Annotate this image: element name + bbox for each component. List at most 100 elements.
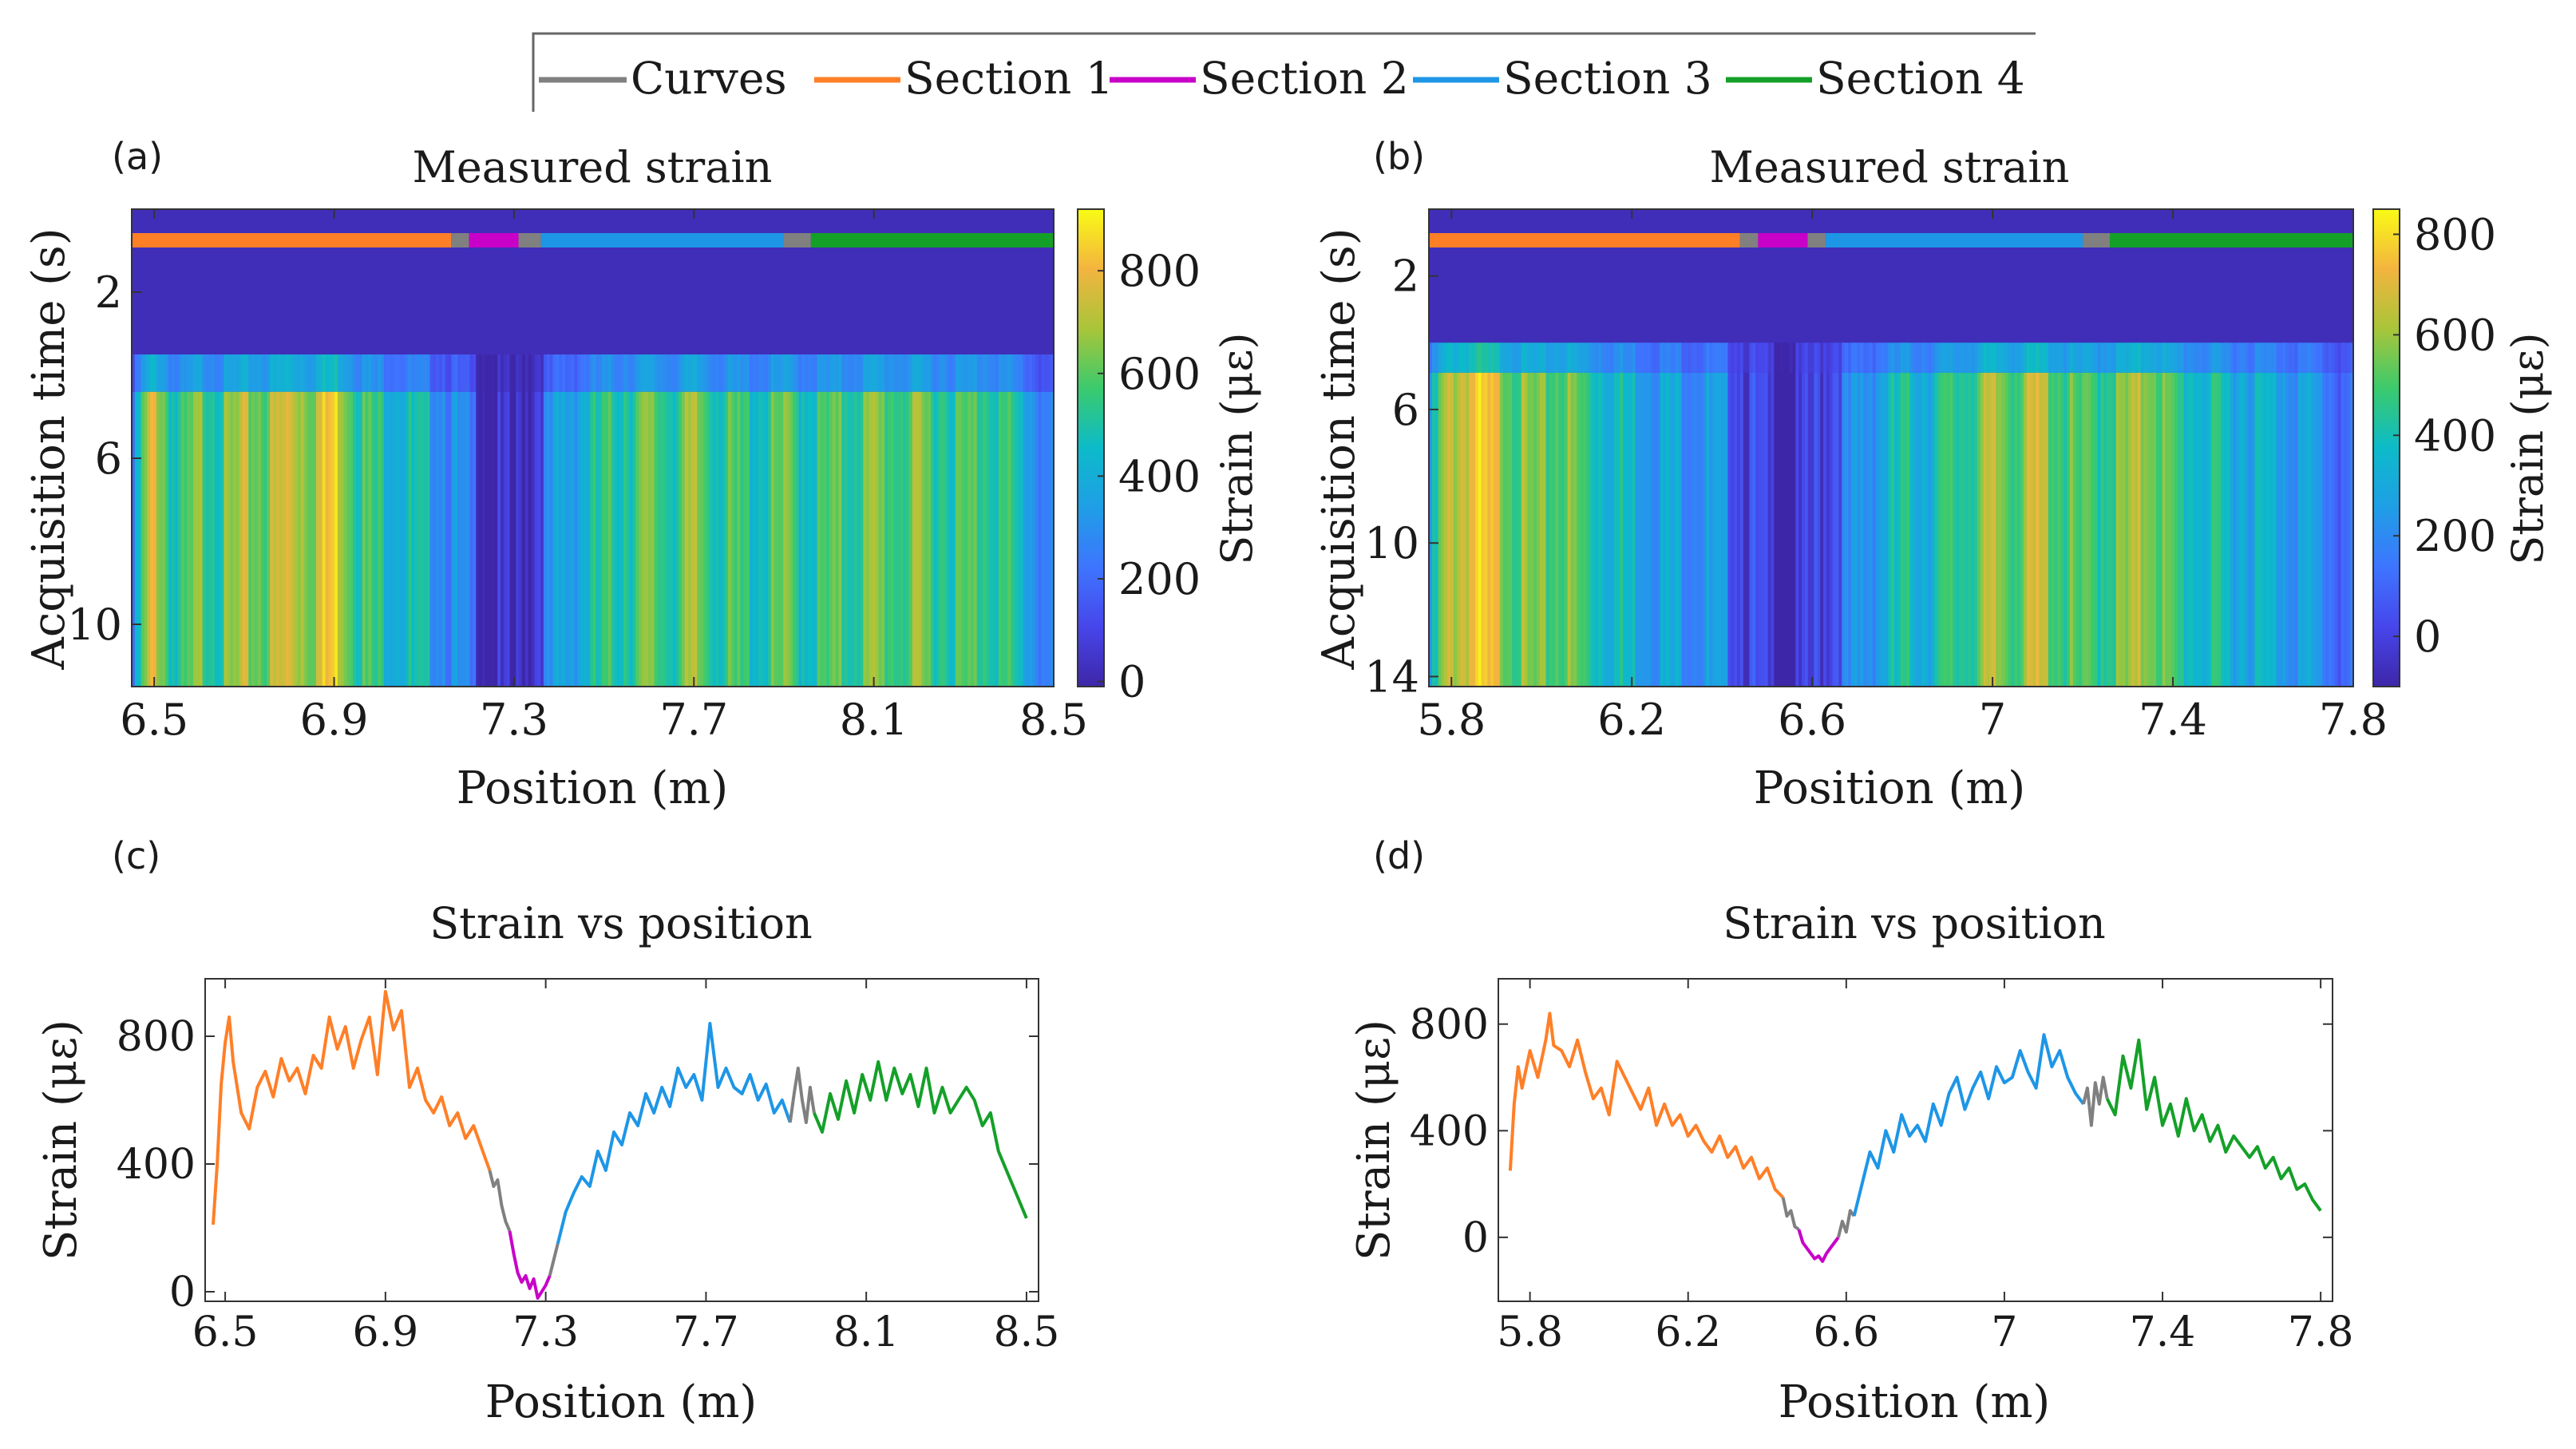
heatmap-b-ramp	[2254, 342, 2258, 373]
heatmap-b-column	[1774, 372, 1778, 687]
heatmap-b-column	[1965, 372, 1969, 687]
heatmap-b-ramp	[1983, 342, 1988, 373]
heatmap-b-ramp	[1561, 342, 1565, 373]
heatmap-b-ramp	[1792, 342, 1796, 373]
heatmap-a-ramp	[255, 354, 259, 392]
heatmap-b-column	[1731, 372, 1735, 687]
heatmap-a-ramp	[679, 354, 683, 392]
heatmap-b-ramp	[1512, 342, 1516, 373]
heatmap-b-ramp	[2273, 342, 2277, 373]
heatmap-b-column	[1845, 372, 1849, 687]
heatmap-b-ramp	[1592, 342, 1597, 373]
heatmap-b-column	[1918, 372, 1923, 687]
heatmap-b-ramp	[1888, 342, 1892, 373]
heatmap-a-ramp	[568, 354, 572, 392]
heatmap-a-column	[903, 391, 907, 687]
heatmap-a-column	[390, 391, 394, 687]
heatmap-a-column	[208, 391, 212, 687]
heatmap-a-ramp	[509, 354, 513, 392]
heatmap-b-ramp	[1494, 342, 1498, 373]
heatmap-b-ramp	[2193, 342, 2197, 373]
heatmap-a-ramp	[909, 354, 913, 392]
heatmap-a-column	[900, 391, 904, 687]
heatmap-a-ramp	[528, 354, 532, 392]
heatmap-a-column	[685, 391, 689, 687]
heatmap-b-column	[1521, 372, 1525, 687]
heatmap-b-column	[2008, 372, 2012, 687]
heatmap-a-column	[586, 391, 591, 687]
heatmap-a-column	[476, 391, 480, 687]
heatmap-a-column	[614, 391, 618, 687]
heatmap-a-ramp	[813, 354, 818, 392]
heatmap-b-column	[1795, 372, 1799, 687]
heatmap-a-column	[749, 391, 754, 687]
heatmap-a-column	[371, 391, 375, 687]
heatmap-a-column	[574, 391, 578, 687]
heatmap-a-ramp	[703, 354, 707, 392]
heatmap-b-column	[1635, 372, 1640, 687]
heatmap-b-ramp	[2091, 342, 2095, 373]
heatmap-b-ramp	[1595, 342, 1599, 373]
heatmap-b-column	[1915, 372, 1920, 687]
heatmap-b-ramp	[2036, 342, 2040, 373]
heatmap-b-ramp	[1826, 342, 1830, 373]
heatmap-b-column	[1755, 372, 1759, 687]
heatmap-a-ramp	[632, 354, 636, 392]
heatmap-b-ramp	[1913, 342, 1917, 373]
heatmap-b-column	[1447, 372, 1451, 687]
heatmap-a-ramp	[574, 354, 578, 392]
heatmap-a-ramp	[687, 354, 692, 392]
heatmap-b-column	[1869, 372, 1874, 687]
heatmap-a-column	[848, 391, 852, 687]
heatmap-a-column	[829, 391, 833, 687]
heatmap-b-ramp	[2341, 342, 2345, 373]
plot-c-x-tick-label: 8.1	[833, 1308, 900, 1356]
heatmap-b-ramp	[2350, 342, 2353, 373]
heatmap-a-column	[334, 391, 338, 687]
heatmap-a-column	[798, 391, 802, 687]
heatmap-b-column	[2319, 372, 2323, 687]
heatmap-a-ramp	[378, 354, 382, 392]
heatmap-a-column	[168, 391, 172, 687]
heatmap-a-column	[152, 391, 157, 687]
colorbar-a-tick-label: 600	[1118, 349, 1201, 399]
colorbar-a-tick-label: 200	[1118, 554, 1201, 604]
heatmap-a-ramp	[217, 354, 222, 392]
heatmap-b-ramp	[2236, 342, 2240, 373]
heatmap-a-ramp	[961, 354, 965, 392]
heatmap-a-ramp	[313, 354, 317, 392]
section-bar-a-segment	[469, 233, 519, 247]
heatmap-a-ramp	[393, 354, 397, 392]
heatmap-a-column	[460, 391, 465, 687]
heatmap-a-column	[1051, 391, 1054, 687]
heatmap-a-column	[946, 391, 950, 687]
heatmap-a-column	[995, 391, 999, 687]
heatmap-a-column	[860, 391, 864, 687]
heatmap-a-ramp	[823, 354, 827, 392]
heatmap-b-ramp	[1903, 342, 1907, 373]
heatmap-b-column	[2112, 372, 2117, 687]
heatmap-b-column	[1767, 372, 1772, 687]
heatmap-a-ramp	[451, 354, 455, 392]
heatmap-b-column	[2045, 372, 2049, 687]
heatmap-a-column	[263, 391, 267, 687]
heatmap-b-ramp	[1965, 342, 1969, 373]
heatmap-a-column	[212, 391, 216, 687]
heatmap-b-column	[1937, 372, 1941, 687]
plot-c-series-section-3	[556, 1022, 792, 1245]
heatmap-b-ramp	[1737, 342, 1741, 373]
heatmap-b-ramp	[1918, 342, 1923, 373]
heatmap-a-ramp	[1038, 354, 1043, 392]
heatmap-b-column	[1555, 372, 1559, 687]
heatmap-b-ramp	[2171, 342, 2175, 373]
heatmap-b-column	[1913, 372, 1917, 687]
heatmap-b-ramp	[1893, 342, 1898, 373]
heatmap-a-ramp	[737, 354, 741, 392]
heatmap-b-ramp	[2067, 342, 2071, 373]
heatmap-b-x-tick-label: 6.6	[1778, 695, 1846, 745]
heatmap-b-column	[2032, 372, 2037, 687]
heatmap-b-ramp	[2214, 342, 2218, 373]
heatmap-a-ramp	[1013, 354, 1018, 392]
heatmap-a-ramp	[765, 354, 769, 392]
heatmap-a-column	[936, 391, 941, 687]
